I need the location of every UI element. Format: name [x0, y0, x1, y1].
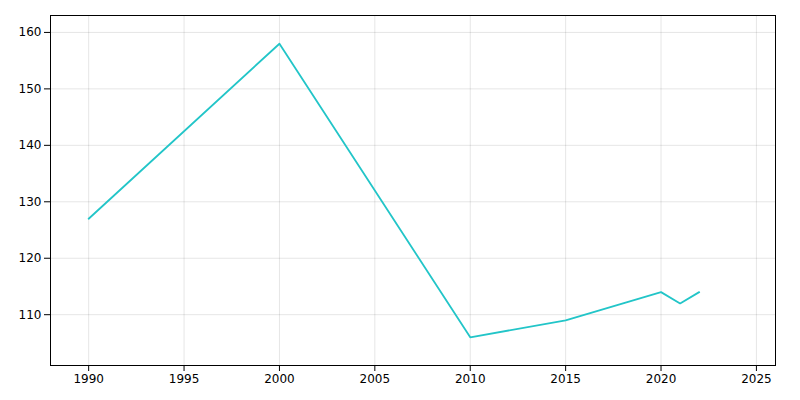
svg-text:110: 110 — [19, 308, 42, 322]
svg-text:2005: 2005 — [360, 372, 391, 386]
svg-text:2025: 2025 — [741, 372, 772, 386]
svg-text:140: 140 — [19, 138, 42, 152]
svg-text:150: 150 — [19, 82, 42, 96]
svg-text:120: 120 — [19, 251, 42, 265]
svg-text:130: 130 — [19, 195, 42, 209]
svg-text:2020: 2020 — [646, 372, 677, 386]
svg-text:2010: 2010 — [455, 372, 486, 386]
svg-text:2015: 2015 — [550, 372, 581, 386]
svg-text:1995: 1995 — [169, 372, 200, 386]
svg-text:160: 160 — [19, 25, 42, 39]
svg-text:2000: 2000 — [264, 372, 295, 386]
svg-text:1990: 1990 — [73, 372, 104, 386]
